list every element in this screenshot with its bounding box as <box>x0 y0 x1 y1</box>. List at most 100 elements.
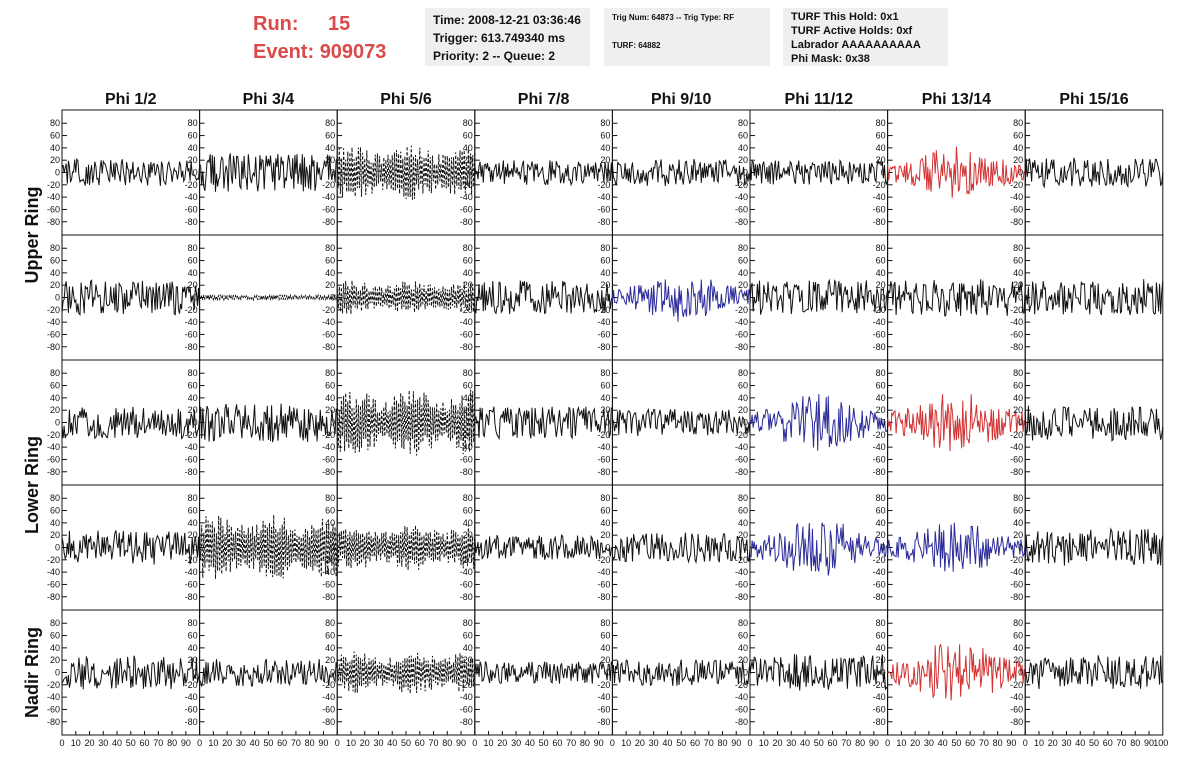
x-tick-label: 90 <box>181 738 191 748</box>
turf-this-hold-text: TURF This Hold: 0x1 <box>791 11 899 23</box>
x-tick-label: 30 <box>236 738 246 748</box>
y-tick-label: -40 <box>735 692 748 702</box>
y-tick-label: -80 <box>597 717 610 727</box>
y-tick-label: -60 <box>597 704 610 714</box>
y-tick-label: -60 <box>322 579 335 589</box>
waveform-panel: -80 -60 -40 -20 0 20 40 60 80 <box>1010 609 1164 736</box>
y-tick-label: 40 <box>600 518 610 528</box>
y-tick-label: -40 <box>735 192 748 202</box>
trigger-text: Trigger: 613.749340 ms <box>433 31 566 45</box>
y-tick-label: 20 <box>1013 155 1023 165</box>
y-tick-label: 20 <box>738 530 748 540</box>
x-tick-label: 90 <box>1006 738 1016 748</box>
waveform-panel: -80 -60 -40 -20 0 20 40 60 80 <box>460 484 613 611</box>
y-tick-label: 0 <box>468 668 473 678</box>
y-tick-label: -60 <box>1010 454 1023 464</box>
y-tick-label: 20 <box>600 530 610 540</box>
y-tick-label: -40 <box>873 317 886 327</box>
y-tick-label: 60 <box>738 506 748 516</box>
y-tick-label: -40 <box>185 692 198 702</box>
x-tick-label: 90 <box>869 738 879 748</box>
y-tick-label: -20 <box>185 305 198 315</box>
y-tick-label: -20 <box>735 305 748 315</box>
y-tick-label: 60 <box>463 381 473 391</box>
y-tick-label: -60 <box>460 454 473 464</box>
y-tick-label: 60 <box>600 631 610 641</box>
y-tick-label: 40 <box>463 518 473 528</box>
y-tick-label: 0 <box>743 293 748 303</box>
y-tick-label: 0 <box>193 418 198 428</box>
waveform-panel: -80 -60 -40 -20 0 20 40 60 80 <box>185 234 338 361</box>
waveform-trace <box>611 532 751 564</box>
y-tick-label: -20 <box>597 680 610 690</box>
y-tick-label: -80 <box>185 217 198 227</box>
y-tick-label: -60 <box>460 329 473 339</box>
x-tick-label: 50 <box>401 738 411 748</box>
y-tick-label: -80 <box>460 467 473 477</box>
y-tick-label: 60 <box>600 131 610 141</box>
y-tick-label: -60 <box>873 204 886 214</box>
x-tick-label: 40 <box>800 738 810 748</box>
y-tick-label: 20 <box>600 280 610 290</box>
waveform-panel: -80 -60 -40 -20 0 20 40 60 80 <box>47 234 201 361</box>
y-tick-label: 80 <box>50 243 60 253</box>
y-tick-label: 80 <box>738 243 748 253</box>
waveform-panel: -80 -60 -40 -20 0 20 40 60 80 <box>735 234 889 361</box>
y-tick-label: 20 <box>50 405 60 415</box>
y-tick-label: 60 <box>738 131 748 141</box>
y-tick-label: 80 <box>325 618 335 628</box>
y-tick-label: -20 <box>185 680 198 690</box>
x-tick-label: 40 <box>1075 738 1085 748</box>
y-tick-label: 0 <box>193 668 198 678</box>
y-tick-label: -20 <box>597 305 610 315</box>
x-tick-label: 0 <box>747 738 752 748</box>
y-tick-label: 60 <box>50 256 60 266</box>
x-tick-label: 10 <box>484 738 494 748</box>
y-tick-label: -40 <box>597 192 610 202</box>
waveform-trace <box>199 514 338 580</box>
y-tick-label: -80 <box>47 342 60 352</box>
y-tick-label: -80 <box>735 467 748 477</box>
y-tick-label: 40 <box>876 518 886 528</box>
y-tick-label: 20 <box>1013 405 1023 415</box>
y-tick-label: 80 <box>463 618 473 628</box>
waveform-trace <box>474 160 613 187</box>
x-tick-label: 90 <box>594 738 604 748</box>
y-tick-label: 20 <box>738 155 748 165</box>
waveform-trace <box>749 394 889 451</box>
y-tick-label: 0 <box>193 168 198 178</box>
ring-title: Upper Ring <box>22 187 42 284</box>
y-tick-label: -20 <box>460 180 473 190</box>
x-tick-label: 90 <box>318 738 328 748</box>
y-tick-label: -80 <box>185 592 198 602</box>
y-tick-label: -80 <box>47 467 60 477</box>
y-tick-label: 0 <box>55 543 60 553</box>
y-tick-label: 40 <box>325 393 335 403</box>
y-tick-label: -20 <box>47 680 60 690</box>
column-title: Phi 7/8 <box>518 91 570 108</box>
waveform-trace <box>611 279 751 322</box>
y-tick-label: 60 <box>325 506 335 516</box>
y-tick-label: 80 <box>876 618 886 628</box>
priority-text: Priority: 2 -- Queue: 2 <box>433 49 556 63</box>
y-tick-label: 40 <box>738 643 748 653</box>
y-tick-label: 20 <box>325 655 335 665</box>
y-tick-label: 40 <box>188 143 198 153</box>
y-tick-label: -40 <box>735 567 748 577</box>
x-tick-label: 80 <box>993 738 1003 748</box>
y-tick-label: -20 <box>597 180 610 190</box>
y-tick-label: -60 <box>597 579 610 589</box>
waveform-trace <box>199 658 338 688</box>
y-tick-label: -20 <box>597 430 610 440</box>
y-tick-label: -80 <box>322 342 335 352</box>
x-tick-label: 50 <box>676 738 686 748</box>
y-tick-label: -60 <box>873 454 886 464</box>
y-tick-label: 0 <box>55 668 60 678</box>
x-tick-label: 90 <box>1144 738 1154 748</box>
time-info-box: Time: 2008-12-21 03:36:46 Trigger: 613.7… <box>425 8 590 66</box>
y-tick-label: 20 <box>463 280 473 290</box>
y-tick-label: 80 <box>325 243 335 253</box>
y-tick-label: 80 <box>188 618 198 628</box>
y-tick-label: -40 <box>873 442 886 452</box>
waveform-panel: -80 -60 -40 -20 0 20 40 60 80 <box>597 484 751 611</box>
